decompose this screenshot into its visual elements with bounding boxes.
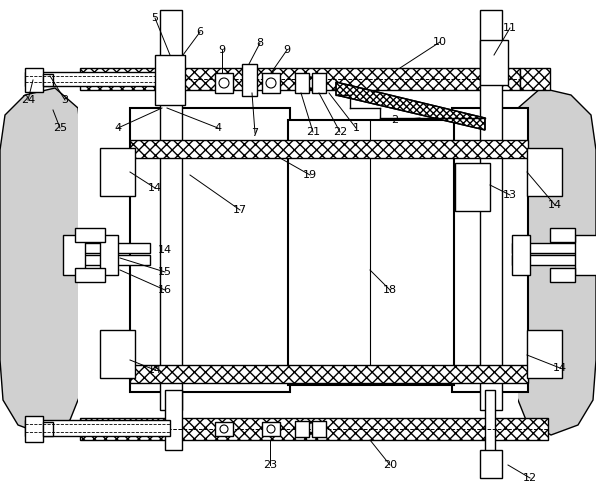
Bar xyxy=(520,68,550,90)
Text: 7: 7 xyxy=(252,128,259,138)
Bar xyxy=(130,365,528,383)
Text: 14: 14 xyxy=(548,200,562,210)
Circle shape xyxy=(220,425,228,433)
Bar xyxy=(43,74,53,86)
Bar xyxy=(312,73,326,93)
Bar xyxy=(75,228,105,242)
Bar xyxy=(480,450,502,478)
Bar xyxy=(550,228,575,242)
Bar xyxy=(527,330,562,378)
Bar xyxy=(485,390,495,455)
Bar xyxy=(100,330,135,378)
Circle shape xyxy=(219,78,229,88)
Text: 16: 16 xyxy=(158,285,172,295)
Text: 21: 21 xyxy=(306,127,320,137)
Text: 4: 4 xyxy=(114,123,122,133)
Bar xyxy=(25,72,170,86)
Bar xyxy=(480,40,508,85)
Text: 12: 12 xyxy=(523,473,537,483)
Polygon shape xyxy=(336,82,485,130)
Bar xyxy=(550,268,575,282)
Bar xyxy=(455,163,490,211)
Text: 18: 18 xyxy=(383,285,397,295)
Bar xyxy=(155,55,185,105)
Bar xyxy=(80,68,520,90)
Bar xyxy=(25,68,43,92)
Bar xyxy=(215,422,233,436)
Bar xyxy=(25,416,43,442)
Bar xyxy=(215,73,233,93)
Bar xyxy=(130,108,290,392)
Bar xyxy=(288,120,454,385)
Bar xyxy=(575,235,596,275)
Text: 14: 14 xyxy=(553,363,567,373)
Bar xyxy=(480,10,502,410)
Text: 14: 14 xyxy=(148,183,162,193)
Text: 19: 19 xyxy=(303,170,317,180)
Bar xyxy=(165,390,182,450)
Bar xyxy=(512,235,530,275)
Text: 9: 9 xyxy=(284,45,291,55)
Bar xyxy=(295,421,309,437)
Text: 20: 20 xyxy=(383,460,397,470)
Bar xyxy=(527,148,562,196)
Bar xyxy=(70,243,150,253)
Bar xyxy=(80,418,548,440)
Text: 13: 13 xyxy=(503,190,517,200)
Bar xyxy=(242,64,257,96)
Text: 4: 4 xyxy=(215,123,222,133)
Text: 10: 10 xyxy=(433,37,447,47)
Text: 1: 1 xyxy=(352,123,359,133)
Bar xyxy=(78,88,518,448)
Text: 17: 17 xyxy=(233,205,247,215)
Bar xyxy=(512,243,587,253)
Bar xyxy=(25,420,170,436)
Polygon shape xyxy=(514,88,596,435)
Bar xyxy=(70,255,150,265)
Bar xyxy=(512,255,587,265)
Text: 24: 24 xyxy=(21,95,35,105)
Circle shape xyxy=(267,425,275,433)
Bar xyxy=(312,421,326,437)
Circle shape xyxy=(266,78,276,88)
Text: 5: 5 xyxy=(151,13,159,23)
Bar xyxy=(100,235,118,275)
Text: 6: 6 xyxy=(197,27,203,37)
Bar xyxy=(452,108,528,392)
Text: 2: 2 xyxy=(392,115,399,125)
Bar xyxy=(75,268,105,282)
Bar xyxy=(100,148,135,196)
Text: 22: 22 xyxy=(333,127,347,137)
Polygon shape xyxy=(0,88,82,435)
Bar xyxy=(130,140,528,158)
Text: 3: 3 xyxy=(61,95,69,105)
Bar xyxy=(160,10,182,410)
Text: 14: 14 xyxy=(158,245,172,255)
Text: 14: 14 xyxy=(148,365,162,375)
Text: 23: 23 xyxy=(263,460,277,470)
Text: 8: 8 xyxy=(256,38,263,48)
Bar xyxy=(262,73,280,93)
Text: 9: 9 xyxy=(219,45,225,55)
Bar xyxy=(63,235,85,275)
Bar xyxy=(43,422,53,436)
Bar xyxy=(262,422,280,436)
Text: 11: 11 xyxy=(503,23,517,33)
Text: 25: 25 xyxy=(53,123,67,133)
Bar xyxy=(295,73,309,93)
Text: 15: 15 xyxy=(158,267,172,277)
